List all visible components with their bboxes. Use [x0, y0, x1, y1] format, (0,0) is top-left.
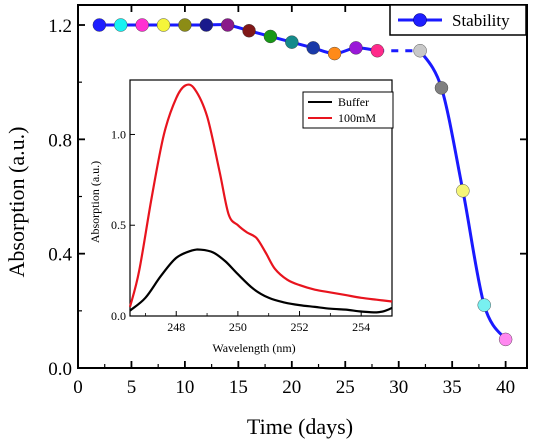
main-x-tick-label: 0: [73, 377, 83, 398]
main-x-tick-label: 35: [443, 377, 462, 398]
inset-series: [128, 83, 393, 314]
main-x-tick-label: 20: [282, 377, 301, 398]
main-legend-label: Stability: [452, 11, 510, 30]
stability-point: [477, 298, 491, 312]
main-x-tick-label: 10: [175, 377, 194, 398]
stability-point: [178, 18, 192, 32]
inset-legend-label-100mm: 100mM: [338, 111, 376, 125]
main-x-tick-label: 5: [127, 377, 137, 398]
stability-point: [263, 29, 278, 44]
inset-xlabel: Wavelength (nm): [212, 341, 295, 355]
inset-x-tick-label: 254: [352, 320, 370, 334]
inset-plot-border: [129, 79, 393, 317]
stability-point: [199, 18, 213, 32]
main-plot-border: [77, 4, 528, 369]
stability-point: [92, 18, 107, 32]
inset-y-tick-label: 0.5: [111, 218, 126, 232]
main-x-tick-label: 15: [229, 377, 248, 398]
stability-point: [349, 41, 363, 55]
inset-x-tick-label: 248: [167, 320, 185, 334]
100mm-line: [128, 83, 393, 308]
stability-series: [92, 18, 513, 347]
stability-point: [370, 44, 385, 58]
main-plot-frame: [77, 4, 528, 369]
main-x-tick-label: 40: [496, 377, 515, 398]
main-y-tick-label: 0.0: [48, 359, 72, 380]
buffer-line: [129, 248, 393, 314]
main-xlabel: Time (days): [247, 414, 353, 439]
inset-x-tick-label: 250: [229, 320, 247, 334]
inset-legend-box: [302, 91, 394, 129]
inset-y-tick-label: 1.0: [111, 127, 126, 141]
inset-legend: Buffer 100mM: [302, 91, 394, 129]
main-ylabel: Absorption (a.u.): [4, 127, 29, 278]
inset-x-tick-label: 252: [291, 320, 309, 334]
main-y-tick-label: 1.2: [48, 16, 72, 37]
stability-point: [498, 332, 513, 347]
stability-point: [306, 41, 320, 55]
stability-point: [135, 18, 149, 32]
stability-point: [413, 44, 427, 58]
main-y-tick-label: 0.8: [48, 130, 72, 151]
stability-point: [242, 24, 256, 38]
stability-point: [114, 18, 128, 32]
main-x-tick-label: 25: [336, 377, 355, 398]
inset-y-tick-label: 0.0: [111, 309, 126, 323]
main-x-tick-label: 30: [389, 377, 408, 398]
main-legend-marker: [413, 13, 427, 27]
main-y-tick-label: 0.4: [48, 245, 72, 266]
inset-axes: 248 250 252 254 0.0 0.5 1.0: [111, 79, 393, 334]
stability-point: [456, 184, 470, 198]
inset-ylabel: Absorption (a.u.): [88, 161, 102, 243]
stability-point: [327, 46, 342, 61]
main-legend: Stability: [389, 4, 527, 36]
stability-point: [156, 18, 171, 32]
inset-chart: 248 250 252 254 0.0 0.5 1.0 Buffer 100mM Wavel…: [88, 77, 396, 355]
stability-point: [434, 81, 449, 95]
main-axes: 0 5 10 15 20 25 30 35 40 0.0 0.4 0.8 1.2: [48, 5, 527, 398]
stability-point: [285, 35, 299, 49]
stability-point: [220, 18, 235, 32]
inset-legend-label-buffer: Buffer: [338, 95, 369, 109]
